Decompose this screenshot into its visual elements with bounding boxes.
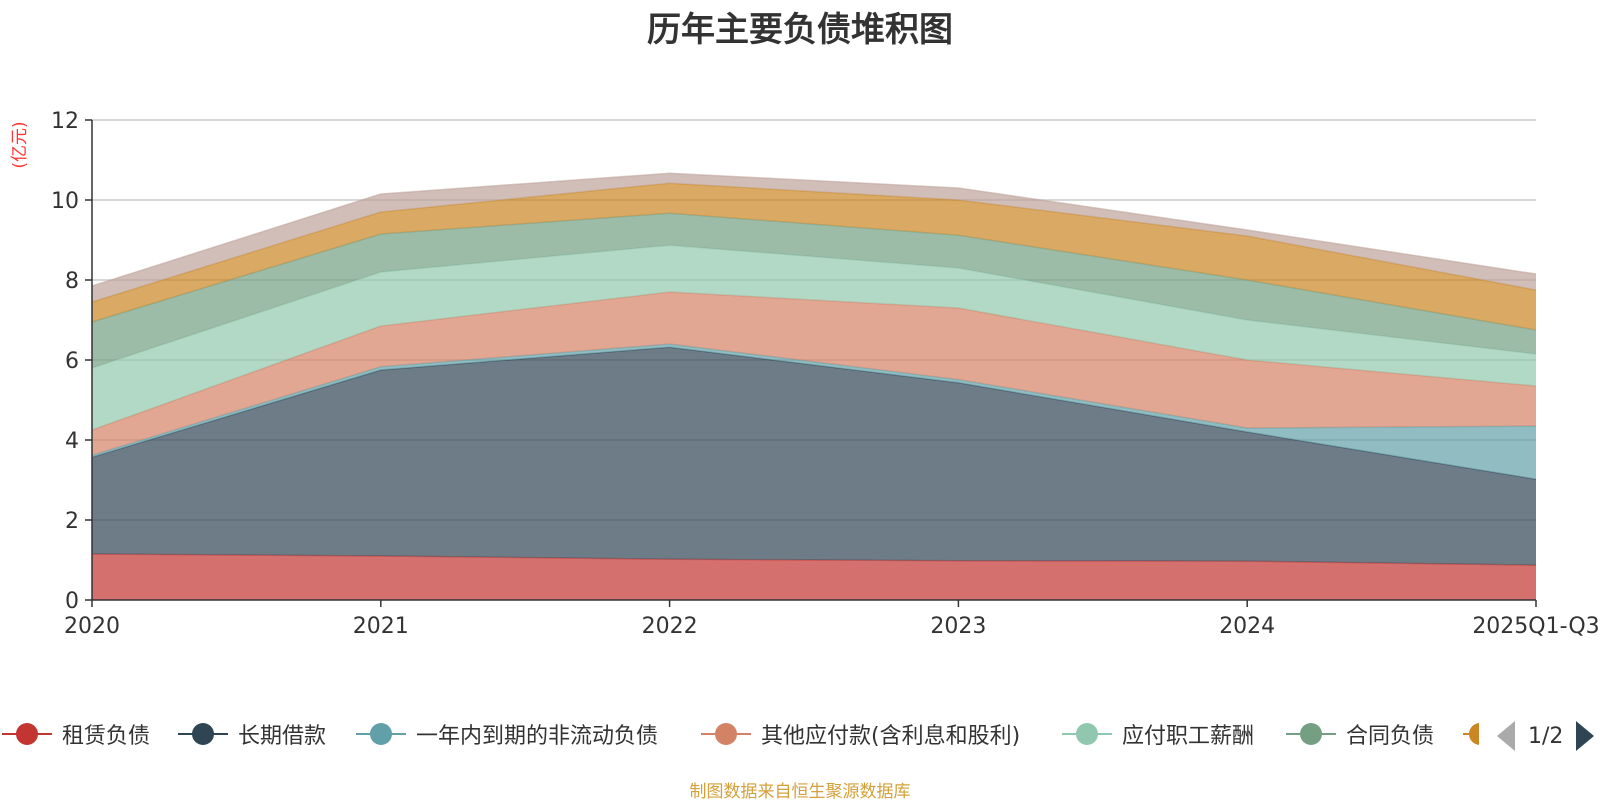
legend-marker-icon-1 <box>178 722 228 746</box>
legend-label-0: 租赁负债 <box>62 724 151 749</box>
y-tick-label-2: 2 <box>65 509 79 534</box>
y-tick-label-10: 10 <box>51 189 79 214</box>
y-tick-label-0: 0 <box>65 589 79 614</box>
legend-marker-icon-2 <box>356 722 406 746</box>
x-tick-label-0: 2020 <box>64 614 120 639</box>
legend-label-2: 一年内到期的非流动负债 <box>416 724 659 749</box>
source-note: 制图数据来自恒生聚源数据库 <box>689 782 911 802</box>
y-tick-label-8: 8 <box>65 269 79 294</box>
legend-item-3[interactable]: 其他应付款(含利息和股利) <box>701 716 1020 752</box>
chart-svg: 0 2 4 6 8 10 12 2020 2021 2022 2023 2024 2025Q1-Q3 (… <box>10 109 1600 639</box>
area-series-6[interactable] <box>92 183 1536 330</box>
legend-clipped-marker <box>1469 723 1479 745</box>
legend-pager: 1/2 <box>1497 718 1595 754</box>
y-tick-label-6: 6 <box>65 349 79 374</box>
legend-next-page-icon[interactable] <box>1576 721 1595 751</box>
legend-item-2[interactable]: 一年内到期的非流动负债 <box>356 716 658 752</box>
legend-item-clipped[interactable] <box>1463 722 1479 746</box>
area-series-3[interactable] <box>92 292 1536 456</box>
legend-marker-icon-5 <box>1286 722 1336 746</box>
stacked-areas <box>91 172 1537 600</box>
area-series-5[interactable] <box>92 213 1536 368</box>
area-series-1[interactable] <box>92 347 1536 566</box>
y-tick-label-4: 4 <box>65 429 79 454</box>
legend-marker-icon-0 <box>2 722 52 746</box>
x-tick-label-3: 2023 <box>930 614 986 639</box>
legend-marker-icon-3 <box>701 722 751 746</box>
legend: 租赁负债 长期借款 一年内到期的非流动负债 其他应付款(含利息和股利) 应付职工薪酬 合同… <box>0 716 1600 756</box>
x-tick-label-2: 2022 <box>642 614 698 639</box>
chart-title: 历年主要负债堆积图 <box>647 10 953 50</box>
legend-page-indicator: 1/2 <box>1528 723 1564 749</box>
legend-item-4[interactable]: 应付职工薪酬 <box>1062 716 1254 752</box>
area-series-4[interactable] <box>92 245 1536 430</box>
legend-label-1: 长期借款 <box>238 724 327 749</box>
legend-item-5[interactable]: 合同负债 <box>1286 716 1434 752</box>
legend-label-3: 其他应付款(含利息和股利) <box>761 724 1021 749</box>
x-tick-label-5: 2025Q1-Q3 <box>1472 614 1599 639</box>
legend-label-5: 合同负债 <box>1346 724 1435 749</box>
legend-item-0[interactable]: 租赁负债 <box>2 716 150 752</box>
x-tick-label-4: 2024 <box>1219 614 1275 639</box>
legend-label-4: 应付职工薪酬 <box>1122 724 1255 749</box>
y-axis-unit-label: (亿元) <box>10 121 30 168</box>
area-series-line-7 <box>91 172 1537 287</box>
area-series-0[interactable] <box>92 554 1536 600</box>
axes: 0 2 4 6 8 10 12 2020 2021 2022 2023 2024 2025Q1-Q3 <box>51 109 1600 639</box>
x-tick-label-1: 2021 <box>353 614 409 639</box>
legend-item-1[interactable]: 长期借款 <box>178 716 326 752</box>
y-tick-label-12: 12 <box>51 109 79 134</box>
legend-marker-icon-4 <box>1062 722 1112 746</box>
legend-prev-page-icon[interactable] <box>1497 721 1515 751</box>
